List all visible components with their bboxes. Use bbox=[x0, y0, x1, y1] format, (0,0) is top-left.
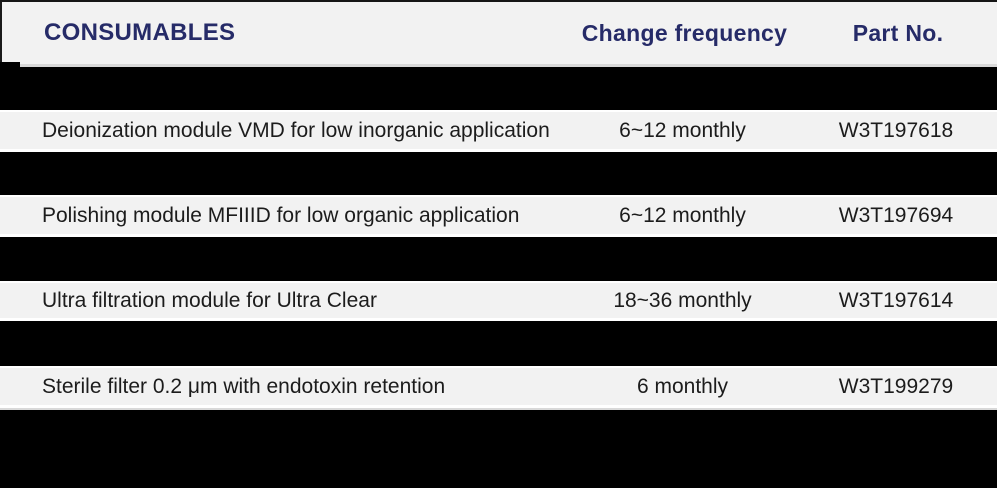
table-row: Deionization module VMD for low inorgani… bbox=[0, 112, 997, 149]
table-top-border bbox=[0, 0, 997, 2]
bottom-separator bbox=[0, 408, 997, 410]
row-gap bbox=[0, 405, 997, 408]
row-gap bbox=[0, 234, 997, 237]
black-band bbox=[0, 67, 997, 110]
table-row: Polishing module MFIIID for low organic … bbox=[0, 197, 997, 234]
black-band bbox=[0, 237, 997, 281]
row-gap bbox=[0, 318, 997, 321]
part-no-cell: W3T197614 bbox=[838, 288, 954, 312]
row-gap bbox=[0, 149, 997, 152]
frequency-cell: 6~12 monthly bbox=[619, 118, 746, 142]
column-header-part-no: Part No. bbox=[852, 19, 944, 46]
part-no-cell: W3T197694 bbox=[838, 203, 954, 227]
column-header-consumables: CONSUMABLES bbox=[44, 19, 236, 46]
row-gap bbox=[0, 366, 997, 368]
table-header-row: CONSUMABLES Change frequency Part No. bbox=[0, 2, 997, 64]
footer-black-band bbox=[0, 410, 997, 488]
header-left-notch bbox=[0, 62, 20, 68]
black-band bbox=[0, 152, 997, 195]
row-gap bbox=[0, 110, 997, 112]
frequency-cell: 6~12 monthly bbox=[619, 203, 746, 227]
consumable-cell: Deionization module VMD for low inorgani… bbox=[42, 118, 550, 142]
header-separator bbox=[0, 62, 997, 68]
column-header-change-frequency: Change frequency bbox=[581, 19, 788, 46]
row-gap bbox=[0, 195, 997, 197]
black-band bbox=[0, 321, 997, 366]
consumable-cell: Ultra filtration module for Ultra Clear bbox=[42, 288, 377, 312]
frequency-cell: 18~36 monthly bbox=[613, 288, 752, 312]
table-row: Ultra filtration module for Ultra Clear … bbox=[0, 283, 997, 318]
table-row: Sterile filter 0.2 μm with endotoxin ret… bbox=[0, 368, 997, 405]
part-no-cell: W3T199279 bbox=[838, 374, 954, 398]
part-no-cell: W3T197618 bbox=[838, 118, 954, 142]
consumable-cell: Sterile filter 0.2 μm with endotoxin ret… bbox=[42, 374, 446, 398]
row-gap bbox=[0, 281, 997, 283]
consumable-cell: Polishing module MFIIID for low organic … bbox=[42, 203, 520, 227]
frequency-cell: 6 monthly bbox=[636, 374, 729, 398]
